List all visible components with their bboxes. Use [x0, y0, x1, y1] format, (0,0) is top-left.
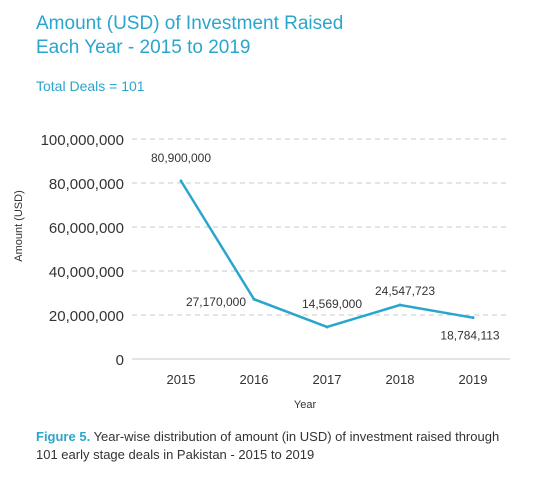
x-tick-label: 2016: [240, 372, 269, 387]
chart-title-line-2: Each Year - 2015 to 2019: [36, 37, 251, 58]
y-tick-label: 0: [116, 352, 124, 369]
y-tick-label: 20,000,000: [49, 308, 124, 325]
y-tick-label: 40,000,000: [49, 264, 124, 281]
data-label: 24,547,723: [375, 284, 435, 298]
data-point: [398, 303, 402, 307]
data-point: [252, 297, 256, 301]
data-point: [179, 179, 183, 183]
data-label: 18,784,113: [440, 329, 499, 343]
data-labels: 80,900,000 27,170,000 14,569,000 24,547,723…: [151, 151, 500, 343]
x-axis-tick-labels: 2015 2016 2017 2018 2019: [167, 372, 488, 387]
y-tick-label: 100,000,000: [41, 132, 124, 149]
x-tick-label: 2017: [313, 372, 342, 387]
line-chart: 0 20,000,000 40,000,000 60,000,000 80,000,00…: [13, 132, 510, 411]
x-tick-label: 2019: [459, 372, 488, 387]
figure-caption-text: Year-wise distribution of amount (in USD…: [36, 429, 500, 462]
x-tick-label: 2015: [167, 372, 196, 387]
y-tick-label: 60,000,000: [49, 220, 124, 237]
data-points: [179, 179, 475, 329]
data-label: 14,569,000: [302, 297, 362, 311]
data-label: 80,900,000: [151, 151, 211, 165]
chart-title: Amount (USD) of Investment Raised Each Y…: [36, 12, 343, 60]
y-tick-label: 80,000,000: [49, 176, 124, 193]
y-axis-title: Amount (USD): [13, 190, 25, 262]
figure-label: Figure 5.: [36, 429, 91, 444]
data-point: [471, 316, 475, 320]
total-deals-subtitle: Total Deals = 101: [36, 78, 145, 94]
figure-caption: Figure 5. Year-wise distribution of amou…: [36, 428, 506, 464]
chart-title-line-1: Amount (USD) of Investment Raised: [36, 13, 344, 34]
data-label: 27,170,000: [186, 295, 246, 309]
data-point: [325, 325, 329, 329]
y-axis-tick-labels: 0 20,000,000 40,000,000 60,000,000 80,000,00…: [41, 132, 124, 369]
x-tick-label: 2018: [386, 372, 415, 387]
grid-lines: [132, 138, 510, 316]
x-axis-title: Year: [294, 399, 317, 411]
